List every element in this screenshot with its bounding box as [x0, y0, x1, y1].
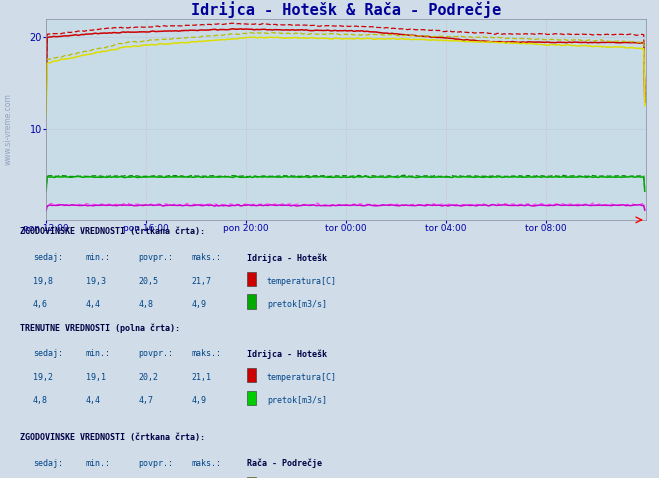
Text: 21,1: 21,1 [191, 373, 211, 382]
Text: min.:: min.: [86, 349, 111, 358]
Text: Idrijca - Hotešk: Idrijca - Hotešk [247, 253, 327, 263]
Text: temperatura[C]: temperatura[C] [267, 277, 337, 286]
Text: 19,3: 19,3 [86, 277, 105, 286]
Text: 21,7: 21,7 [191, 277, 211, 286]
Text: pretok[m3/s]: pretok[m3/s] [267, 300, 327, 309]
Text: min.:: min.: [86, 459, 111, 468]
Text: maks.:: maks.: [191, 253, 221, 262]
Text: 4,9: 4,9 [191, 396, 206, 405]
Text: maks.:: maks.: [191, 459, 221, 468]
Title: Idrijca - Hotešk & Rača - Podrečje: Idrijca - Hotešk & Rača - Podrečje [191, 1, 501, 18]
Text: Idrijca - Hotešk: Idrijca - Hotešk [247, 349, 327, 359]
Text: 4,7: 4,7 [138, 396, 154, 405]
Text: 19,8: 19,8 [33, 277, 53, 286]
Text: sedaj:: sedaj: [33, 459, 63, 468]
Text: min.:: min.: [86, 253, 111, 262]
Text: temperatura[C]: temperatura[C] [267, 373, 337, 382]
Text: povpr.:: povpr.: [138, 459, 173, 468]
Text: 19,1: 19,1 [86, 373, 105, 382]
Text: sedaj:: sedaj: [33, 253, 63, 262]
Text: ZGODOVINSKE VREDNOSTI (črtkana črta):: ZGODOVINSKE VREDNOSTI (črtkana črta): [20, 433, 205, 442]
Text: TRENUTNE VREDNOSTI (polna črta):: TRENUTNE VREDNOSTI (polna črta): [20, 323, 180, 333]
Text: pretok[m3/s]: pretok[m3/s] [267, 396, 327, 405]
Text: 4,8: 4,8 [138, 300, 154, 309]
Text: 4,4: 4,4 [86, 396, 101, 405]
Text: 4,6: 4,6 [33, 300, 48, 309]
Text: povpr.:: povpr.: [138, 349, 173, 358]
Text: maks.:: maks.: [191, 349, 221, 358]
Text: 4,4: 4,4 [86, 300, 101, 309]
Text: 20,5: 20,5 [138, 277, 158, 286]
Text: 4,8: 4,8 [33, 396, 48, 405]
Text: ZGODOVINSKE VREDNOSTI (črtkana črta):: ZGODOVINSKE VREDNOSTI (črtkana črta): [20, 227, 205, 236]
Text: 4,9: 4,9 [191, 300, 206, 309]
Text: povpr.:: povpr.: [138, 253, 173, 262]
Text: www.si-vreme.com: www.si-vreme.com [3, 93, 13, 165]
Text: 19,2: 19,2 [33, 373, 53, 382]
Text: Rača - Podrečje: Rača - Podrečje [247, 459, 322, 468]
Text: sedaj:: sedaj: [33, 349, 63, 358]
Text: 20,2: 20,2 [138, 373, 158, 382]
